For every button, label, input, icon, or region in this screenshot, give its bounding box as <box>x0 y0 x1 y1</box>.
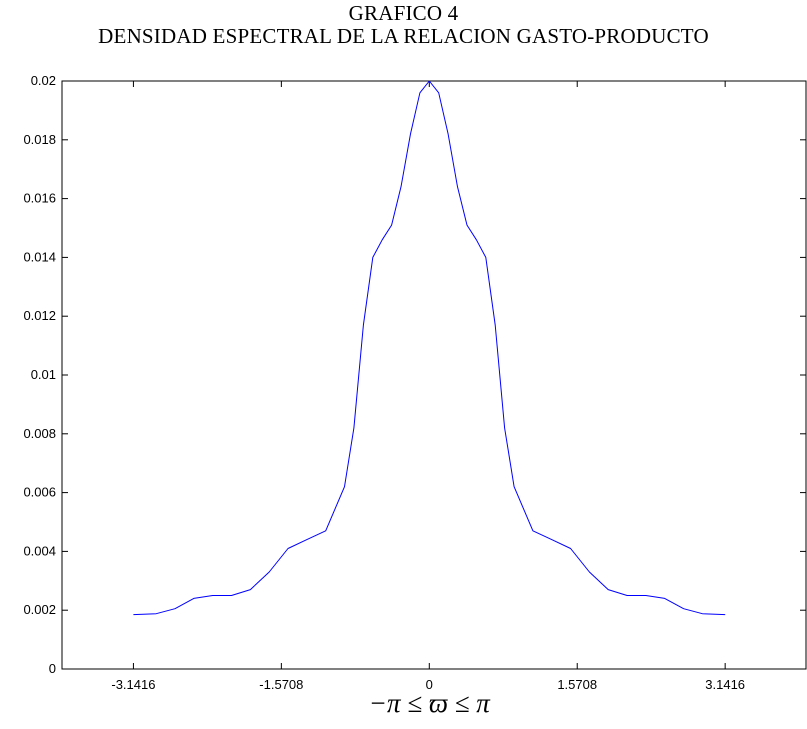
y-tick-label: 0.02 <box>31 73 56 88</box>
series-line <box>133 80 726 616</box>
x-axis-label: −π ≤ ϖ ≤ π <box>369 688 491 718</box>
x-axis: -3.1416 -1.5708 0 1.5708 3.1416 <box>111 81 745 692</box>
x-tick-label: 1.5708 <box>557 677 597 692</box>
y-tick-label: 0.018 <box>23 132 56 147</box>
x-tick-label: 3.1416 <box>705 677 745 692</box>
y-tick-label: 0.002 <box>23 602 56 617</box>
x-tick-label: -1.5708 <box>259 677 303 692</box>
chart-subtitle: DENSIDAD ESPECTRAL DE LA RELACION GASTO-… <box>98 24 709 48</box>
y-tick-label: 0.012 <box>23 308 56 323</box>
series-layer <box>133 80 726 616</box>
chart-title: GRAFICO 4 <box>348 1 459 25</box>
y-tick-label: 0 <box>49 661 56 676</box>
y-tick-label: 0.01 <box>31 367 56 382</box>
y-tick-label: 0.006 <box>23 485 56 500</box>
y-tick-label: 0.008 <box>23 426 56 441</box>
y-tick-label: 0.014 <box>23 249 56 264</box>
x-tick-label: 0 <box>426 677 433 692</box>
plot-area <box>61 80 807 670</box>
y-tick-label: 0.004 <box>23 543 56 558</box>
x-tick-label: -3.1416 <box>111 677 155 692</box>
y-tick-label: 0.016 <box>23 191 56 206</box>
y-axis: 0 0.002 0.004 0.006 0.008 0.01 0.012 0.014 0.016… <box>23 73 806 676</box>
